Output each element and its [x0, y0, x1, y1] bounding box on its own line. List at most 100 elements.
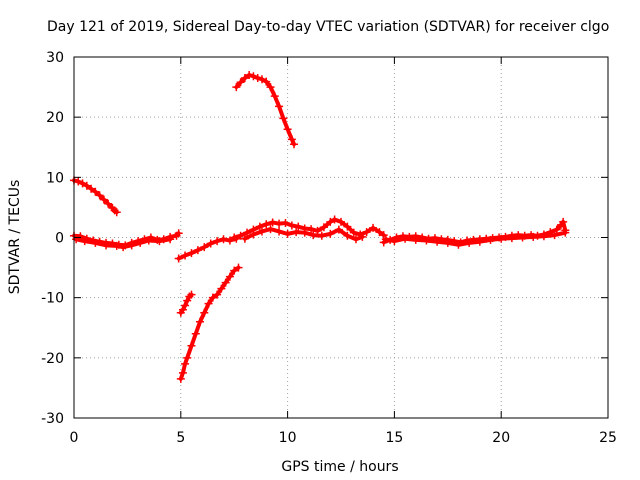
data-point: [236, 231, 245, 240]
y-tick-label: -20: [41, 351, 64, 367]
x-axis-label: GPS time / hours: [281, 459, 398, 475]
data-point: [275, 102, 284, 111]
data-point: [234, 263, 243, 272]
y-tick-label: 30: [46, 50, 64, 66]
data-point: [390, 237, 399, 246]
data-point: [144, 236, 153, 245]
data-point: [497, 234, 506, 243]
data-point: [249, 230, 258, 239]
data-point: [240, 234, 249, 243]
data-point: [319, 223, 328, 232]
data-point: [213, 290, 222, 299]
data-point: [80, 237, 89, 246]
x-tick-label: 5: [176, 430, 185, 446]
data-point: [326, 217, 335, 226]
data-point: [102, 241, 111, 250]
data-point: [422, 236, 431, 245]
x-tick-label: 15: [385, 430, 403, 446]
data-point: [181, 301, 190, 310]
series-trace: [178, 265, 241, 381]
data-point: [183, 296, 192, 305]
data-point: [475, 237, 484, 246]
data-point: [174, 254, 183, 263]
data-point: [349, 228, 358, 237]
data-point: [213, 237, 222, 246]
x-tick-labels: 0 5 10 15 20 25: [70, 430, 617, 446]
data-point: [375, 228, 384, 237]
data-point: [193, 246, 202, 255]
x-tick-label: 20: [492, 430, 510, 446]
data-point: [112, 241, 121, 250]
data-point: [91, 238, 100, 247]
data-point: [225, 236, 234, 245]
x-tick-label: 0: [70, 430, 79, 446]
data-point: [369, 223, 378, 232]
data-point: [78, 179, 87, 188]
data-point: [283, 125, 292, 134]
data-point: [283, 229, 292, 238]
data-point: [401, 234, 410, 243]
data-point: [219, 235, 228, 244]
y-tick-label: 10: [46, 170, 64, 186]
data-point: [119, 243, 128, 252]
data-point: [358, 232, 367, 241]
data-point: [362, 228, 371, 237]
data-point: [181, 359, 190, 368]
data-point: [465, 238, 474, 247]
x-tick-label: 25: [599, 430, 617, 446]
data-point: [561, 228, 570, 237]
data-point: [230, 266, 239, 275]
data-point: [232, 83, 241, 92]
data-point: [334, 225, 343, 234]
data-point: [351, 235, 360, 244]
data-point: [253, 74, 262, 83]
data-point: [529, 232, 538, 241]
data-point: [292, 228, 301, 237]
data-point: [196, 317, 205, 326]
data-point: [200, 308, 209, 317]
chart-title: Day 121 of 2019, Sidereal Day-to-day VTE…: [47, 19, 609, 35]
series-arc-low-secondary: [176, 290, 196, 317]
data-point: [279, 114, 288, 123]
data-point: [230, 233, 239, 242]
data-point: [74, 177, 83, 186]
data-point: [300, 228, 309, 237]
data-point: [191, 329, 200, 338]
data-point: [270, 92, 279, 101]
data-point: [243, 228, 252, 237]
data-point: [326, 229, 335, 238]
data-point: [95, 191, 104, 200]
data-point: [255, 222, 264, 231]
x-tick-label: 10: [279, 430, 297, 446]
data-point: [204, 299, 213, 308]
data-point: [166, 235, 175, 244]
data-point: [91, 187, 100, 196]
data-point: [337, 217, 345, 226]
data-point: [559, 217, 568, 226]
y-tick-label: -30: [41, 411, 64, 427]
data-point: [281, 219, 290, 228]
data-point: [507, 234, 516, 243]
data-point: [249, 72, 258, 81]
data-point: [539, 232, 548, 241]
data-point: [127, 241, 136, 250]
data-point: [181, 251, 190, 260]
data-point: [178, 368, 187, 377]
data-point: [112, 208, 121, 217]
data-point: [200, 243, 209, 252]
data-point: [381, 235, 390, 244]
data-point: [287, 135, 296, 144]
data-point: [187, 341, 196, 350]
data-point: [217, 284, 226, 293]
data-point: [225, 272, 234, 281]
data-point: [262, 220, 271, 229]
data-point: [257, 75, 266, 84]
data-point: [443, 238, 452, 247]
series-arc-high-peak: [232, 71, 299, 149]
data-point: [82, 181, 91, 190]
data-point: [411, 235, 420, 244]
y-tick-label: 0: [55, 231, 64, 247]
data-point: [206, 239, 215, 248]
data-point: [307, 225, 316, 234]
